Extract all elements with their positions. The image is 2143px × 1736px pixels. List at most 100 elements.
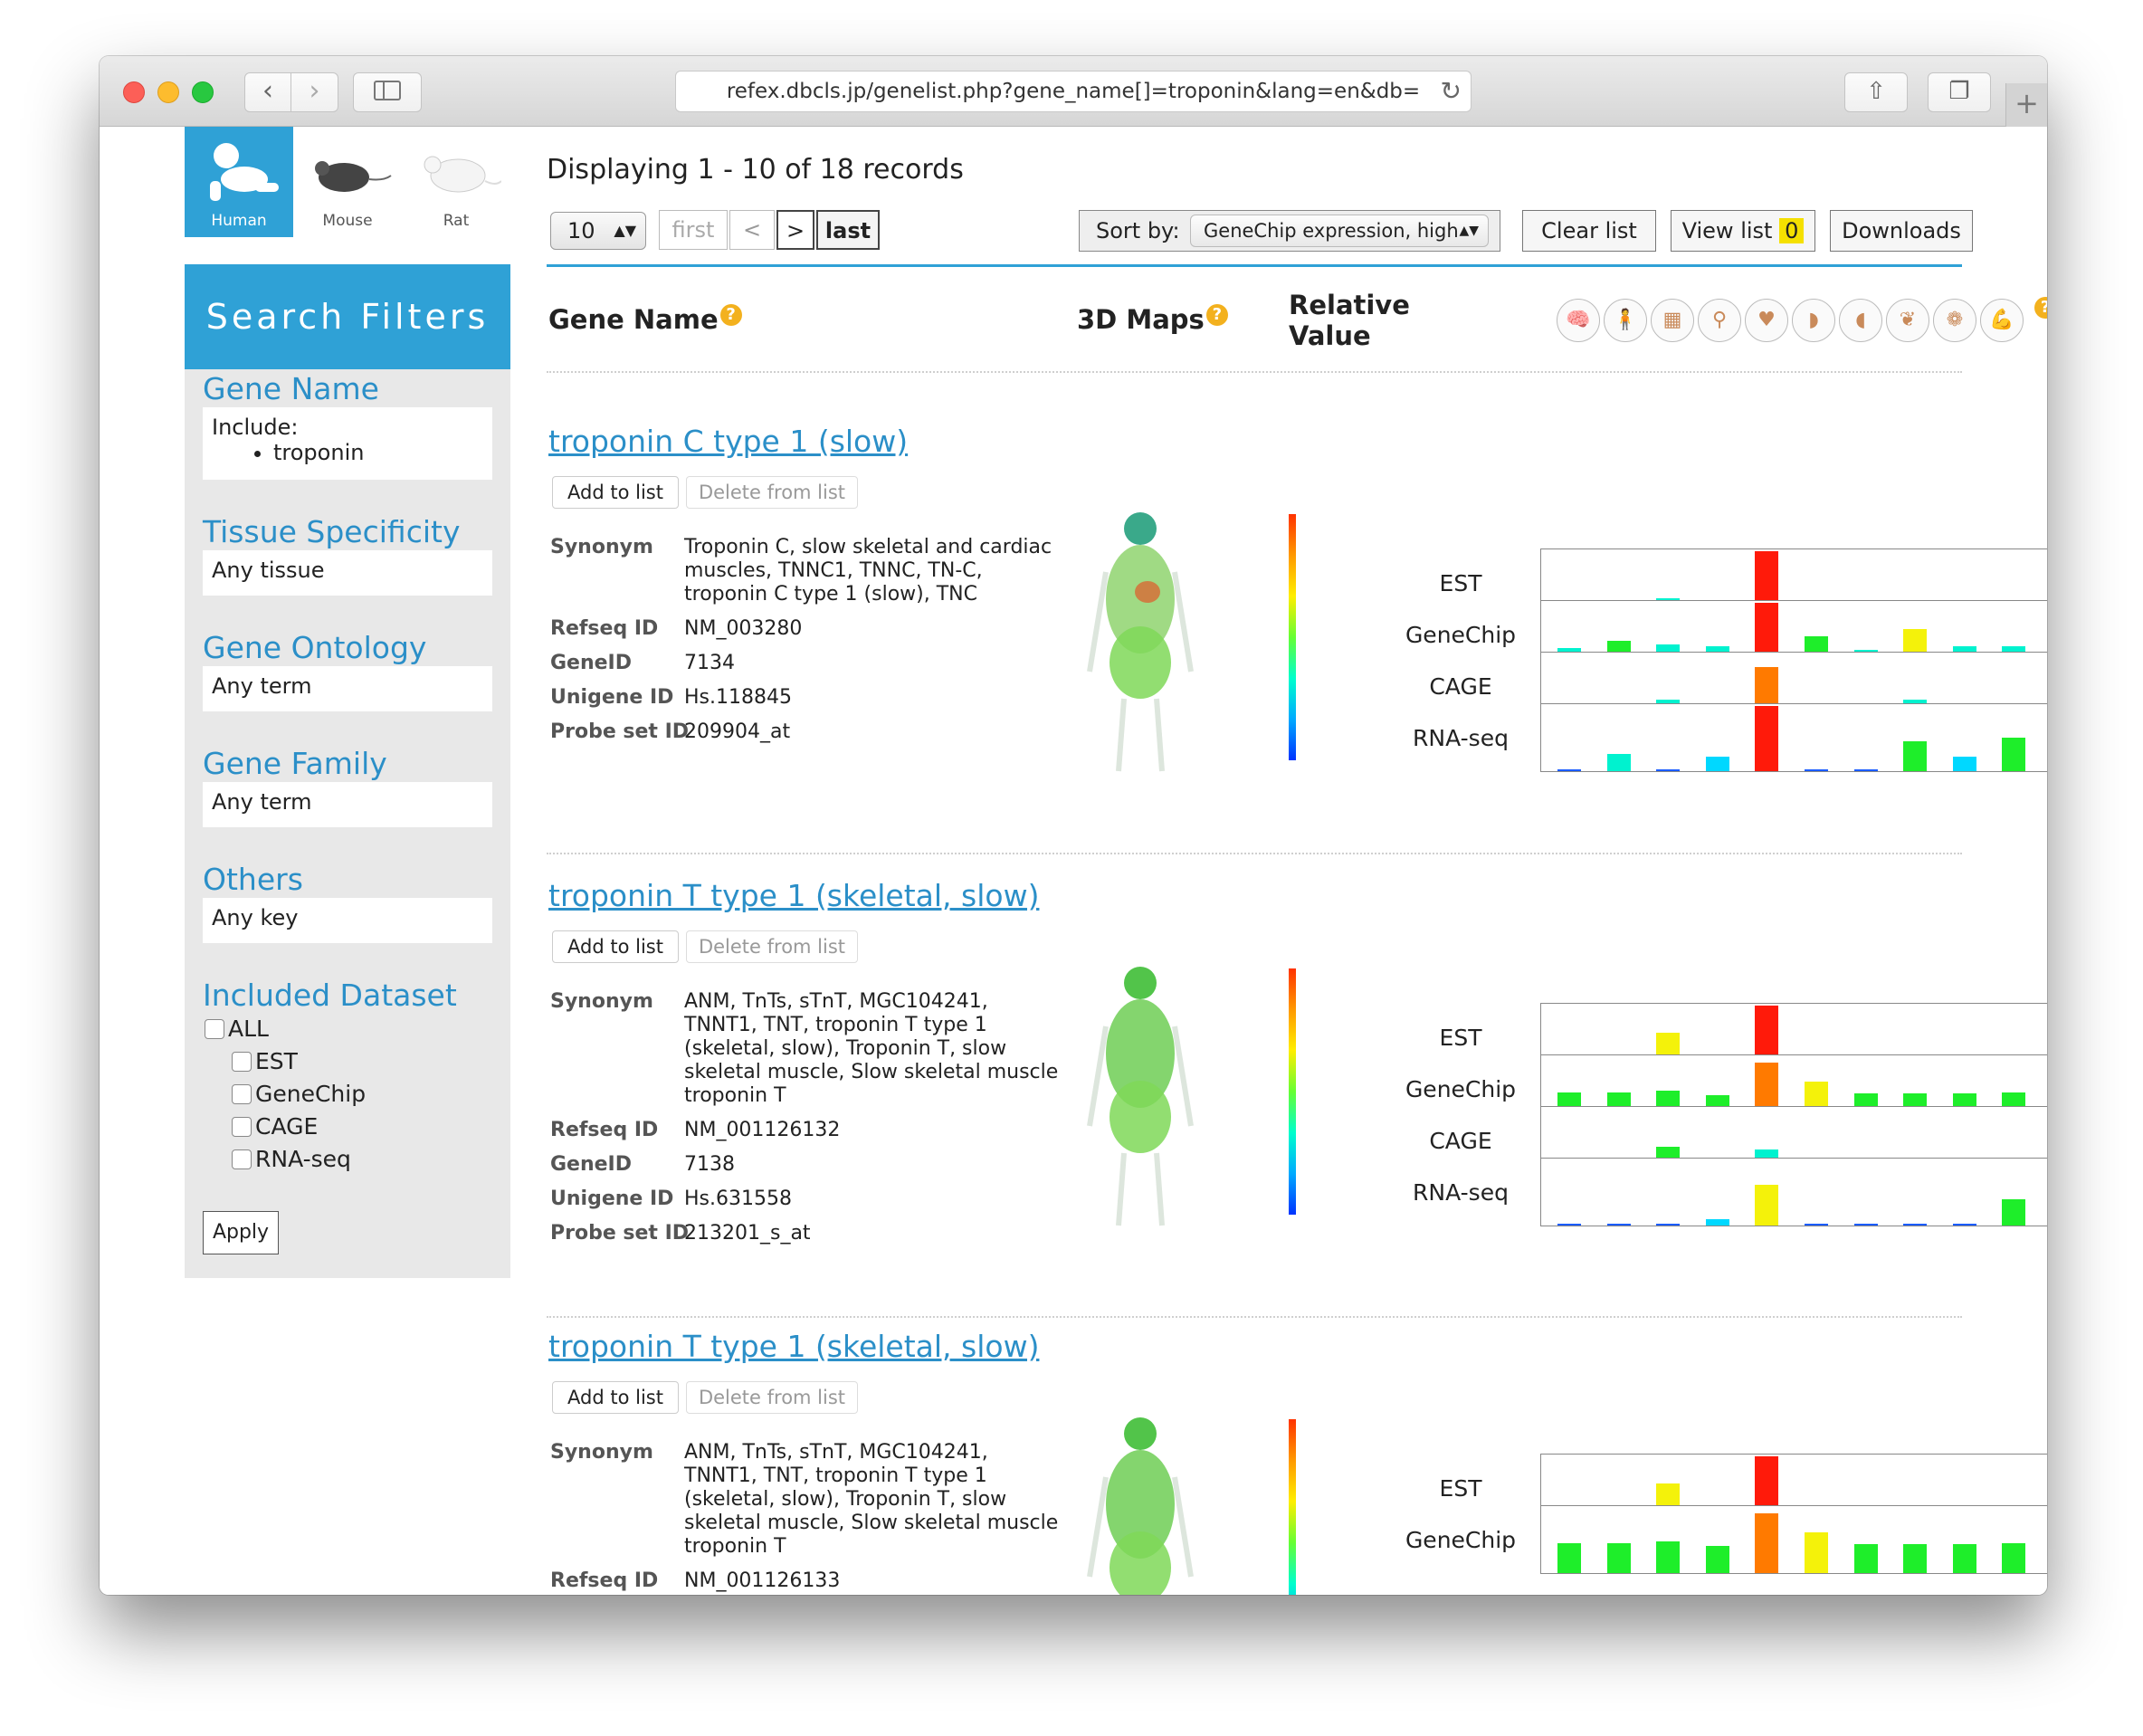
- others-filter-box[interactable]: Any key: [203, 898, 492, 943]
- minimize-window-button[interactable]: [157, 81, 179, 103]
- expression-bar[interactable]: [1853, 1544, 1878, 1573]
- checkbox-box[interactable]: [232, 1052, 252, 1072]
- reload-icon[interactable]: ↻: [1440, 76, 1462, 106]
- expression-bar[interactable]: [1705, 1219, 1729, 1226]
- tissue-filter-box[interactable]: Any tissue: [203, 550, 492, 596]
- dataset-rnaseq-checkbox[interactable]: RNA-seq: [232, 1146, 351, 1172]
- expression-bar[interactable]: [1656, 1541, 1681, 1573]
- new-tab-button[interactable]: +: [2005, 83, 2047, 127]
- expression-bar[interactable]: [1606, 1224, 1631, 1226]
- delete-from-list-button[interactable]: Delete from list: [686, 476, 858, 509]
- ontology-filter-title[interactable]: Gene Ontology: [203, 630, 427, 665]
- first-page-button[interactable]: first: [659, 210, 728, 250]
- view-list-button[interactable]: View list 0: [1671, 210, 1815, 252]
- dataset-cage-checkbox[interactable]: CAGE: [232, 1113, 318, 1140]
- expression-bar[interactable]: [1903, 1224, 1928, 1226]
- expression-bar[interactable]: [1755, 1185, 1779, 1226]
- help-icon[interactable]: ?: [2034, 297, 2047, 319]
- downloads-button[interactable]: Downloads: [1830, 210, 1973, 252]
- expression-bar[interactable]: [2002, 1543, 2026, 1573]
- gene-title-link[interactable]: troponin C type 1 (slow): [548, 424, 909, 459]
- lung-icon[interactable]: ❦: [1886, 299, 1929, 342]
- expression-bar[interactable]: [1805, 769, 1828, 771]
- species-human[interactable]: Human: [185, 127, 293, 237]
- add-to-list-button[interactable]: Add to list: [552, 476, 679, 509]
- expression-bar[interactable]: [1606, 1543, 1631, 1573]
- prev-page-button[interactable]: <: [729, 210, 775, 250]
- expression-bar[interactable]: [2002, 1199, 2026, 1226]
- gene-title-link[interactable]: troponin T type 1 (skeletal, slow): [548, 878, 1040, 913]
- liver-icon[interactable]: ◖: [1839, 299, 1882, 342]
- expression-bar[interactable]: [1903, 1544, 1928, 1573]
- expression-bar-chart-genechip[interactable]: [1540, 1505, 2047, 1574]
- clear-list-button[interactable]: Clear list: [1522, 210, 1656, 252]
- dataset-est-checkbox[interactable]: EST: [232, 1048, 298, 1074]
- family-filter-title[interactable]: Gene Family: [203, 746, 387, 781]
- gene-name-filter-box[interactable]: Include: troponin: [203, 407, 492, 480]
- reproductive-icon[interactable]: ⚲: [1698, 299, 1741, 342]
- forward-button[interactable]: ›: [291, 72, 338, 112]
- dataset-genechip-checkbox[interactable]: GeneChip: [232, 1081, 366, 1107]
- expression-bar[interactable]: [1952, 757, 1976, 771]
- brain-icon[interactable]: 🧠: [1557, 299, 1600, 342]
- last-page-button[interactable]: last: [816, 210, 880, 250]
- expression-bar[interactable]: [1805, 1224, 1828, 1226]
- expression-bar[interactable]: [1606, 754, 1631, 771]
- body-3d-map[interactable]: [1077, 1414, 1195, 1595]
- species-mouse[interactable]: Mouse: [293, 127, 402, 237]
- help-icon[interactable]: ?: [719, 304, 742, 326]
- ontology-filter-box[interactable]: Any term: [203, 666, 492, 711]
- body-icon[interactable]: 🧍: [1604, 299, 1647, 342]
- delete-from-list-button[interactable]: Delete from list: [686, 1381, 858, 1414]
- checkbox-box[interactable]: [232, 1117, 252, 1137]
- add-to-list-button[interactable]: Add to list: [552, 930, 679, 963]
- expression-bar[interactable]: [2002, 738, 2026, 771]
- species-rat[interactable]: Rat: [402, 127, 510, 237]
- dataset-all-checkbox[interactable]: ALL: [205, 1016, 269, 1042]
- back-button[interactable]: ‹: [244, 72, 291, 112]
- expression-bar[interactable]: [1755, 706, 1779, 771]
- muscle-icon[interactable]: 💪: [1980, 299, 2024, 342]
- expression-bar[interactable]: [1853, 769, 1878, 771]
- next-page-button[interactable]: >: [776, 210, 814, 250]
- expression-bar[interactable]: [1656, 769, 1681, 771]
- expression-bar-chart-rna-seq[interactable]: [1540, 1158, 2047, 1226]
- heart-icon[interactable]: ♥: [1745, 299, 1788, 342]
- gene-title-link[interactable]: troponin T type 1 (skeletal, slow): [548, 1329, 1040, 1364]
- add-to-list-button[interactable]: Add to list: [552, 1381, 679, 1414]
- expression-bar[interactable]: [1952, 1544, 1976, 1573]
- show-tabs-button[interactable]: ❐: [1928, 72, 1991, 112]
- per-page-select[interactable]: 10 ▲▼: [550, 212, 646, 250]
- checkbox-box[interactable]: [232, 1084, 252, 1104]
- expression-bar[interactable]: [1903, 741, 1928, 771]
- expression-bar[interactable]: [1805, 1532, 1828, 1573]
- close-window-button[interactable]: [123, 81, 145, 103]
- expression-bar[interactable]: [1705, 1546, 1729, 1573]
- share-button[interactable]: ⇧: [1844, 72, 1908, 112]
- expression-bar[interactable]: [1557, 1543, 1581, 1573]
- others-filter-title[interactable]: Others: [203, 862, 303, 897]
- skin-icon[interactable]: ▦: [1651, 299, 1694, 342]
- gene-name-filter-title[interactable]: Gene Name: [203, 371, 379, 406]
- help-icon[interactable]: ?: [1205, 304, 1228, 326]
- zoom-window-button[interactable]: [192, 81, 214, 103]
- checkbox-box[interactable]: [232, 1149, 252, 1169]
- apply-button[interactable]: Apply: [203, 1211, 279, 1254]
- address-bar[interactable]: refex.dbcls.jp/genelist.php?gene_name[]=…: [675, 71, 1472, 112]
- kidney-icon[interactable]: ❁: [1933, 299, 1976, 342]
- family-filter-box[interactable]: Any term: [203, 782, 492, 827]
- checkbox-box[interactable]: [205, 1019, 224, 1039]
- expression-bar[interactable]: [1557, 1224, 1581, 1226]
- body-3d-map[interactable]: [1077, 509, 1195, 780]
- stomach-icon[interactable]: ◗: [1792, 299, 1835, 342]
- sort-select[interactable]: GeneChip expression, high ▲▼: [1190, 215, 1489, 247]
- expression-bar[interactable]: [1705, 757, 1729, 771]
- expression-bar[interactable]: [1755, 1513, 1779, 1573]
- tissue-filter-title[interactable]: Tissue Specificity: [203, 514, 461, 549]
- body-3d-map[interactable]: [1077, 963, 1195, 1235]
- delete-from-list-button[interactable]: Delete from list: [686, 930, 858, 963]
- expression-bar-chart-rna-seq[interactable]: [1540, 703, 2047, 772]
- expression-bar[interactable]: [1557, 769, 1581, 771]
- expression-bar[interactable]: [1952, 1224, 1976, 1226]
- expression-bar[interactable]: [1656, 1224, 1681, 1226]
